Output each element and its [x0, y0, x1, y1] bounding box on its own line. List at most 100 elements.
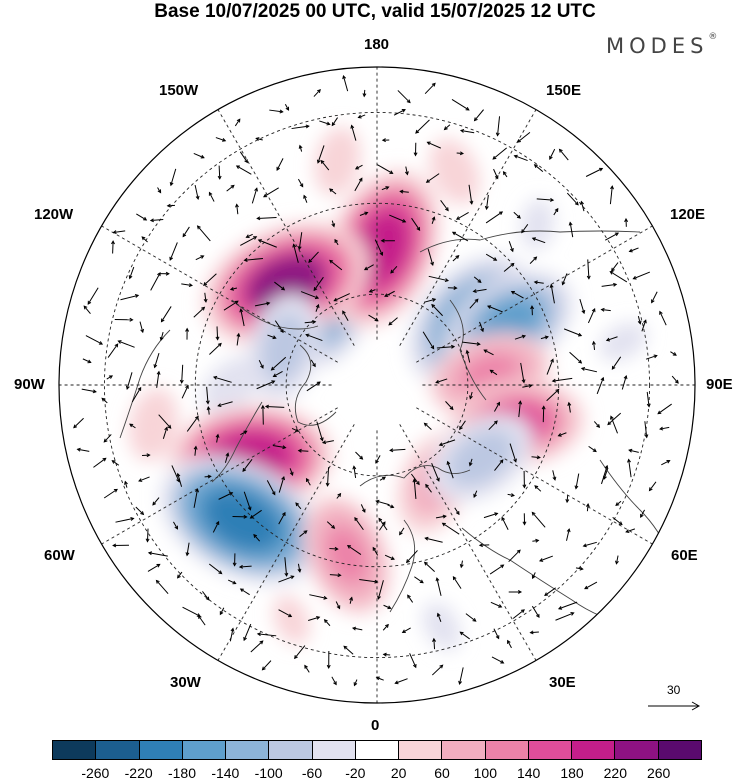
wind-arrow: [177, 571, 183, 579]
wind-arrow: [234, 118, 241, 127]
wind-arrow: [399, 189, 409, 194]
wind-arrow: [138, 476, 150, 482]
wind-arrow: [531, 237, 546, 244]
wind-arrow: [278, 575, 295, 583]
wind-arrow: [451, 98, 470, 111]
wind-arrow: [335, 601, 341, 610]
wind-arrow: [329, 188, 337, 195]
wind-arrow: [469, 391, 473, 400]
anomaly-center: [273, 595, 310, 645]
wind-arrow: [240, 236, 258, 246]
wind-arrow: [648, 481, 657, 492]
wind-arrow: [397, 90, 411, 104]
anomaly-center: [201, 356, 262, 414]
wind-arrow: [659, 310, 667, 326]
wind-arrow: [181, 384, 189, 399]
wind-arrow: [478, 543, 490, 548]
anomaly-center: [202, 221, 370, 346]
wind-arrow: [604, 232, 620, 241]
wind-arrow: [196, 225, 211, 242]
wind-arrow: [409, 653, 417, 669]
wind-arrow: [609, 271, 628, 283]
wind-arrow: [112, 230, 126, 235]
wind-arrow: [441, 522, 460, 535]
wind-arrow: [495, 116, 501, 137]
wind-arrow: [267, 334, 277, 340]
wind-arrow: [155, 579, 169, 595]
wind-arrow: [117, 340, 135, 348]
wind-arrow: [483, 349, 494, 356]
wind-arrow: [609, 185, 614, 205]
wind-arrow: [533, 164, 544, 172]
wind-arrow: [351, 626, 363, 631]
colorbar-tick-label: 260: [646, 765, 671, 781]
wind-arrow: [459, 631, 470, 640]
wind-arrow: [472, 288, 487, 294]
wind-arrow: [343, 645, 354, 655]
wind-arrow: [513, 154, 528, 162]
wind-arrow: [582, 541, 597, 548]
wind-arrow: [425, 483, 432, 493]
wind-arrow: [297, 178, 304, 188]
wind-arrow: [357, 114, 366, 119]
colorbar-tick-label: 140: [516, 765, 541, 781]
wind-arrow: [378, 517, 388, 531]
graticule: [59, 67, 695, 703]
wind-arrow: [83, 305, 91, 314]
wind-arrow: [469, 298, 479, 309]
wind-arrow: [531, 511, 546, 528]
colorbar-tick-label: 60: [434, 765, 450, 781]
wind-arrow: [569, 351, 583, 364]
wind-arrow: [503, 262, 515, 272]
wind-arrow: [438, 439, 456, 447]
wind-arrow: [566, 192, 579, 206]
wind-arrow: [236, 332, 241, 346]
anomaly-field: [128, 126, 648, 651]
anomaly-center: [128, 387, 178, 462]
wind-arrow: [473, 276, 482, 283]
anomaly-center: [429, 138, 480, 205]
registered-mark: ®: [708, 32, 718, 42]
wind-arrow: [394, 678, 408, 685]
wind-arrow: [329, 546, 339, 551]
wind-arrow: [235, 203, 239, 215]
wind-arrow: [628, 247, 639, 253]
wind-arrow: [321, 440, 334, 445]
wind-arrow: [141, 236, 148, 243]
wind-arrow: [354, 516, 364, 531]
wind-arrow: [195, 255, 205, 261]
wind-arrow: [76, 447, 90, 452]
wind-arrow: [485, 253, 498, 261]
wind-arrow: [319, 120, 331, 126]
wind-arrow: [401, 627, 411, 633]
wind-arrow: [568, 221, 574, 238]
wind-arrow: [242, 458, 253, 473]
wind-arrow: [553, 207, 559, 216]
wind-arrow: [269, 109, 284, 114]
wind-arrow: [185, 327, 190, 340]
wind-arrow: [388, 317, 398, 326]
wind-arrow: [531, 605, 540, 619]
wind-arrow: [308, 615, 321, 621]
wind-arrow: [375, 499, 390, 506]
wind-arrow: [297, 232, 303, 251]
wind-arrow: [295, 502, 302, 510]
wind-arrow: [331, 676, 337, 686]
wind-arrow: [197, 614, 206, 626]
wind-arrow: [263, 187, 279, 198]
wind-arrow: [546, 358, 554, 375]
wind-arrow: [350, 124, 357, 141]
wind-arrow: [533, 280, 544, 285]
wind-arrow: [315, 303, 320, 312]
wind-arrow: [305, 477, 311, 486]
colorbar-swatch: [53, 741, 97, 759]
wind-arrow: [413, 142, 418, 157]
colorbar-swatch: [96, 741, 140, 759]
wind-arrow: [316, 145, 325, 164]
colorbar-tick-label: 220: [603, 765, 628, 781]
wind-arrow: [593, 421, 601, 428]
wind-arrow: [294, 645, 306, 660]
wind-arrow: [507, 493, 515, 498]
wind-arrow: [325, 467, 330, 487]
wind-arrow: [646, 391, 651, 408]
